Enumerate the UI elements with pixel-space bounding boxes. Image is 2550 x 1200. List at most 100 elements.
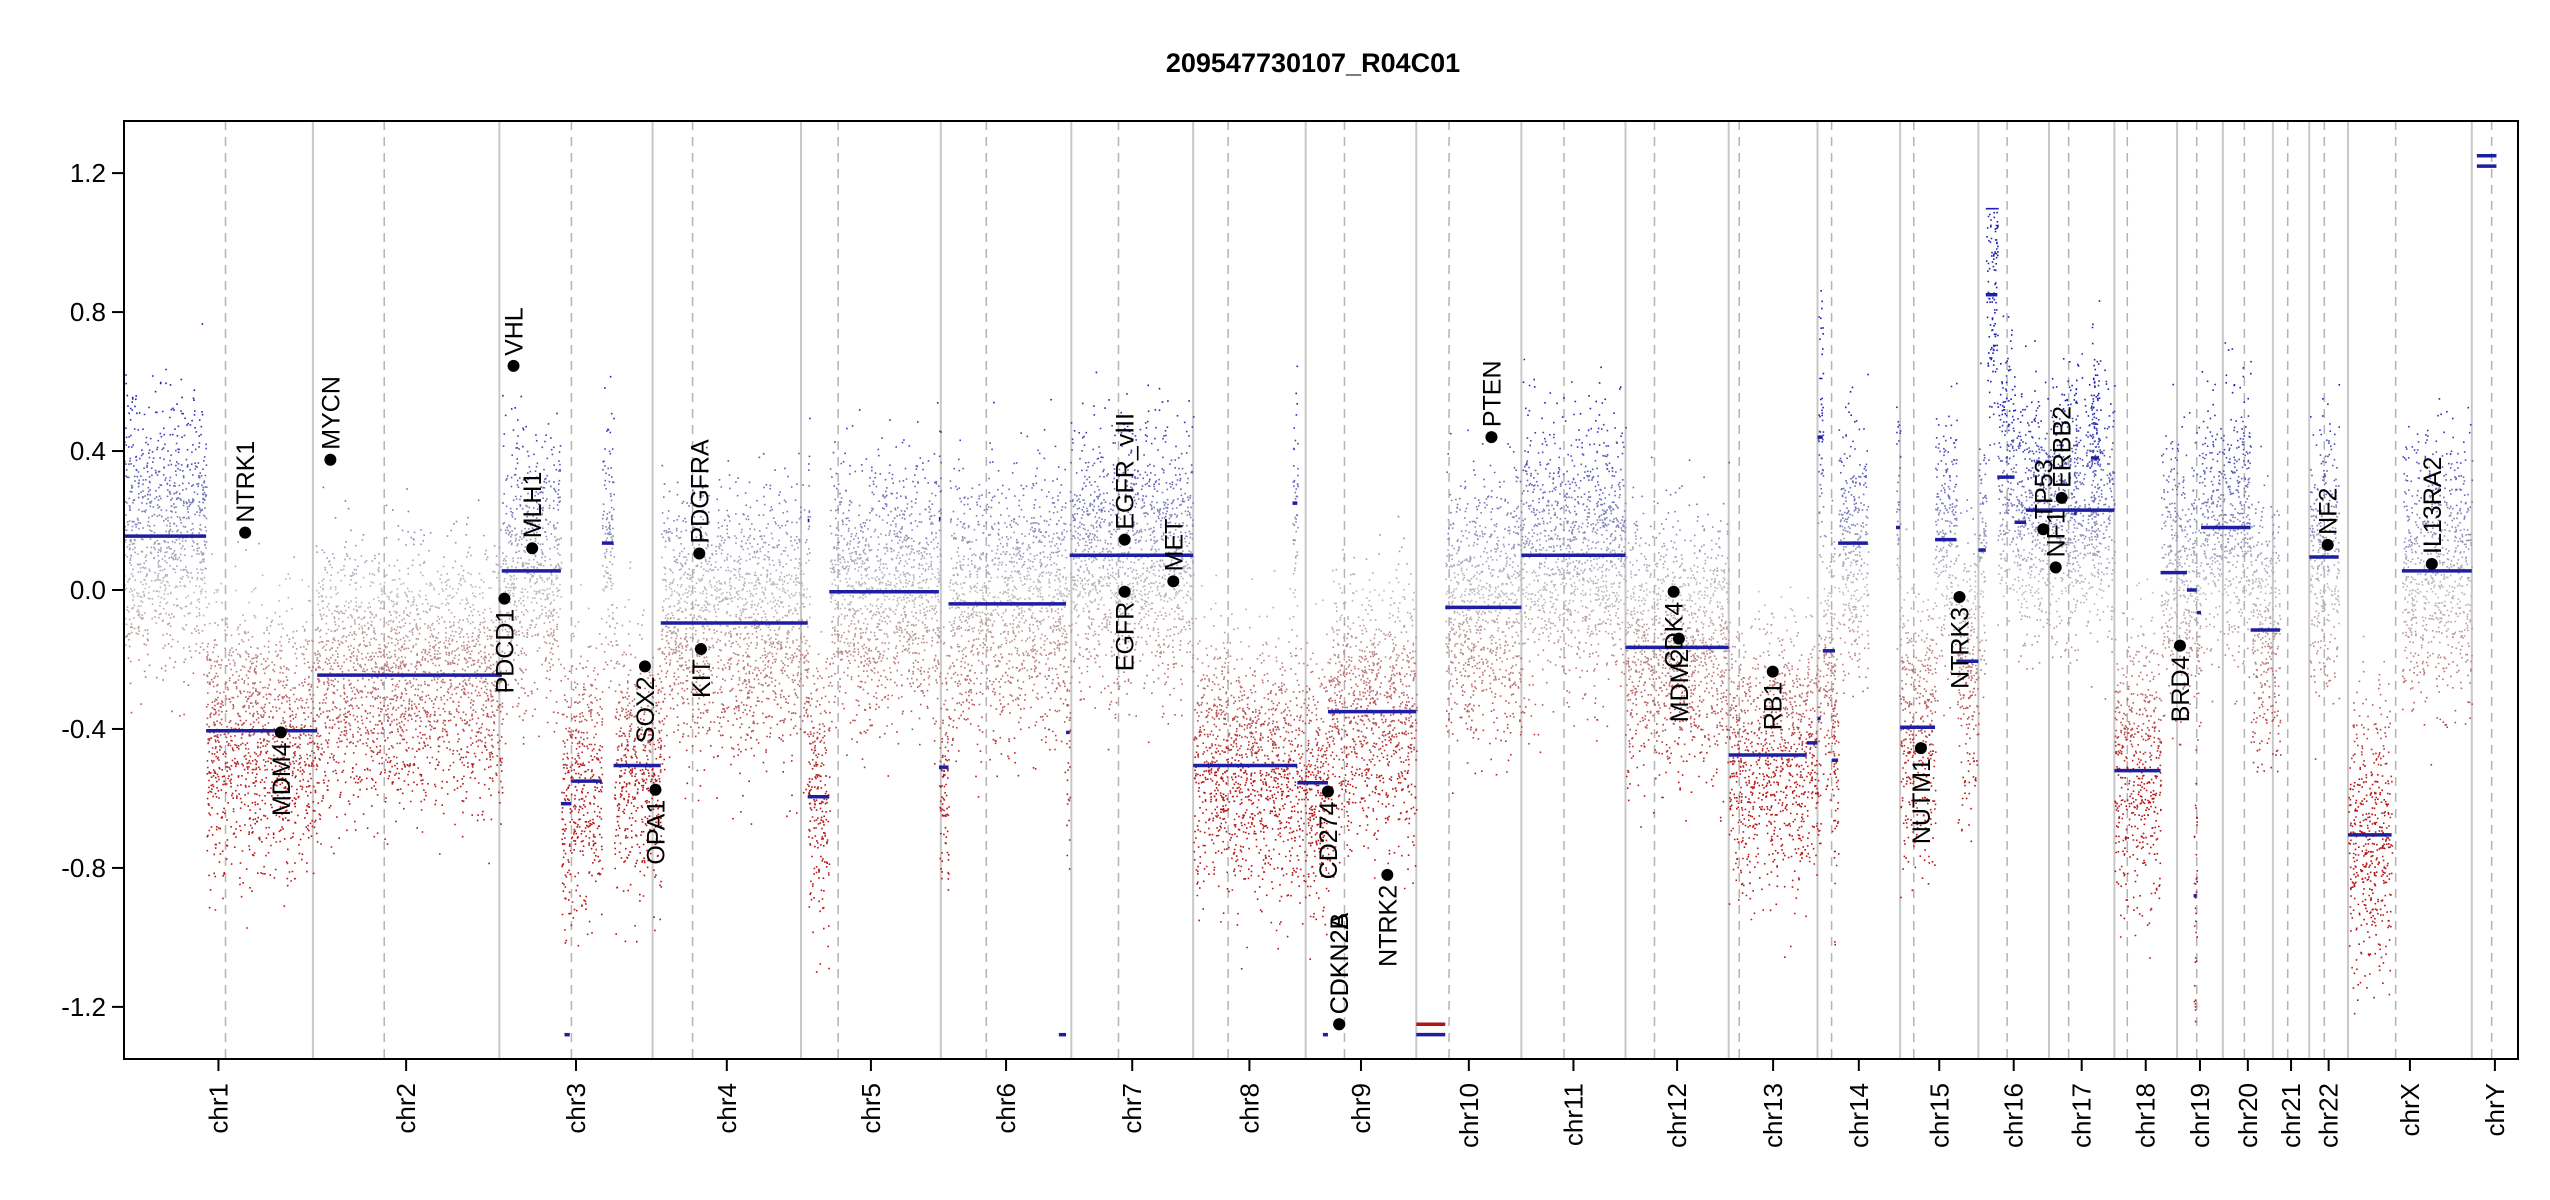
probe-points <box>631 768 654 771</box>
probe-points <box>609 574 612 576</box>
probe-points <box>1829 612 1833 615</box>
probe-points <box>321 579 501 583</box>
probe-points <box>126 520 165 523</box>
probe-points <box>1292 479 1296 483</box>
probe-points <box>1861 472 1864 475</box>
probe-points <box>815 667 828 670</box>
probe-points <box>1968 664 1977 667</box>
probe-points <box>1196 744 1276 747</box>
probe-points <box>2015 464 2018 466</box>
probe-points <box>1808 718 1811 720</box>
probe-points <box>1390 597 1406 600</box>
probe-points <box>552 643 554 645</box>
probe-points <box>1943 627 1946 630</box>
probe-points <box>831 685 921 688</box>
probe-points <box>550 437 552 439</box>
probe-points <box>1330 754 1389 757</box>
probe-points <box>2015 449 2026 451</box>
probe-points <box>205 706 208 708</box>
probe-points <box>1069 682 1072 685</box>
probe-points <box>613 633 630 635</box>
probe-points <box>124 528 203 532</box>
probe-points <box>1325 686 1327 689</box>
probe-points <box>1843 692 1845 694</box>
probe-points <box>1613 412 1615 414</box>
probe-points <box>748 696 810 699</box>
probe-points <box>509 578 553 582</box>
probe-points <box>216 644 283 647</box>
probe-points <box>1449 493 1452 496</box>
probe-points <box>970 651 1056 654</box>
probe-points <box>524 692 533 695</box>
probe-points <box>1740 678 1806 681</box>
probe-points <box>162 647 165 649</box>
probe-points <box>1851 615 1858 619</box>
probe-points <box>809 616 811 619</box>
probe-points <box>823 725 826 728</box>
probe-points-layer <box>124 207 2474 1023</box>
probe-points <box>2017 549 2025 552</box>
probe-points <box>501 502 504 504</box>
probe-points <box>1844 551 1852 555</box>
probe-points <box>1998 498 2010 501</box>
probe-points <box>1847 557 1849 559</box>
probe-points <box>939 553 942 556</box>
probe-points <box>848 624 915 628</box>
probe-points <box>535 439 546 443</box>
probe-points <box>132 499 206 503</box>
probe-points <box>1561 416 1564 418</box>
probe-points <box>895 446 897 448</box>
probe-points <box>661 464 664 467</box>
probe-points <box>1861 633 1864 636</box>
probe-points <box>942 719 944 722</box>
probe-points <box>1936 657 1938 660</box>
probe-points <box>1808 661 1810 664</box>
probe-points <box>847 667 938 670</box>
probe-points <box>1296 495 1299 498</box>
probe-points <box>2030 573 2105 577</box>
probe-points <box>1549 459 1552 461</box>
probe-points <box>1896 648 1899 650</box>
probe-points <box>1832 655 1835 658</box>
probe-points <box>1460 674 1497 678</box>
probe-points <box>853 612 936 615</box>
probe-points <box>1958 689 1960 691</box>
probe-points <box>1293 524 1296 526</box>
probe-points <box>1312 652 1314 655</box>
probe-points <box>1628 623 1721 627</box>
probe-points <box>1898 567 1900 569</box>
probe-points <box>1812 755 1815 757</box>
probe-points <box>609 626 611 628</box>
probe-points <box>1624 634 1627 636</box>
probe-points <box>611 476 613 478</box>
probe-points <box>1071 622 1194 626</box>
probe-points <box>1448 718 1450 721</box>
probe-points <box>1574 498 1603 501</box>
probe-points <box>1827 667 1830 670</box>
probe-points <box>208 622 283 625</box>
probe-points <box>1350 574 1352 576</box>
probe-points <box>1830 560 1836 563</box>
probe-points <box>134 550 202 554</box>
probe-points <box>537 520 552 523</box>
probe-points <box>829 525 919 528</box>
probe-points <box>853 588 901 591</box>
probe-points <box>1847 672 1850 675</box>
probe-points <box>1979 462 1987 465</box>
probe-points <box>953 620 1061 623</box>
probe-points <box>1635 535 1637 537</box>
probe-points <box>1043 429 1046 431</box>
probe-points <box>245 652 316 655</box>
probe-points <box>1533 532 1613 535</box>
probe-points <box>850 678 937 681</box>
probe-points <box>887 775 890 777</box>
probe-points <box>2056 443 2092 447</box>
probe-points <box>1968 638 1971 641</box>
probe-points <box>1972 687 1979 690</box>
probe-points <box>1827 778 1829 781</box>
probe-points <box>1292 523 1295 525</box>
probe-points <box>1631 680 1723 684</box>
probe-points <box>1823 696 1831 699</box>
probe-points <box>1295 488 1298 490</box>
probe-points <box>1094 657 1194 660</box>
